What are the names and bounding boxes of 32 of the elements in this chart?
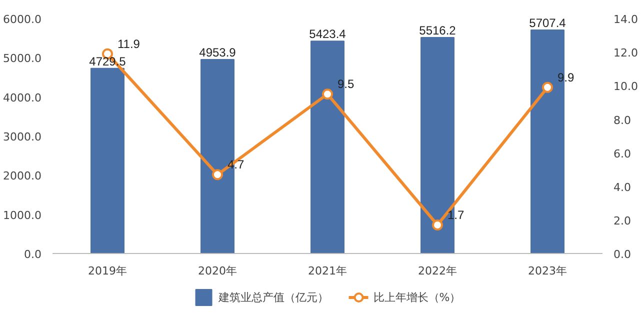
y-tick-label: 2000.0 <box>3 170 42 183</box>
data-label: 5516.2 <box>419 24 456 38</box>
x-tick-label: 2023年 <box>528 264 568 278</box>
y2-tick-label: 2.0 <box>614 214 631 228</box>
y-tick-label: 6000.0 <box>3 13 42 26</box>
y-tick-label: 5000.0 <box>3 52 42 66</box>
y2-tick-label: 6.0 <box>614 147 631 160</box>
data-label: 4953.9 <box>199 46 236 60</box>
y2-tick-label: 14.0 <box>614 13 638 26</box>
x-tick-label: 2021年 <box>308 264 348 278</box>
data-label: 11.9 <box>118 36 140 51</box>
y-tick-label: 0.0 <box>24 248 42 261</box>
y-tick-label: 3000.0 <box>3 130 42 144</box>
legend-label: 比上年增长（%） <box>373 290 461 304</box>
y-tick-label: 1000.0 <box>3 208 42 222</box>
point <box>322 88 333 100</box>
y2-tick-label: 8.0 <box>614 114 631 127</box>
y2-tick-label: 0.0 <box>614 248 631 261</box>
point <box>542 82 553 93</box>
y2-tick-label: 4.0 <box>614 180 631 194</box>
x-tick-label: 2019年 <box>88 264 128 278</box>
y2-tick-label: 10.0 <box>614 80 638 94</box>
bar <box>90 68 124 254</box>
point <box>432 219 443 230</box>
x-tick-label: 2022年 <box>418 264 458 278</box>
point <box>212 169 223 180</box>
y2-tick-label: 12.0 <box>614 46 638 60</box>
legend-label: 建筑业总产值（亿元） <box>218 290 328 304</box>
data-label: 5423.4 <box>309 27 346 42</box>
data-label: 5707.4 <box>529 16 566 30</box>
x-tick-label: 2020年 <box>198 264 238 278</box>
y-tick-label: 4000.0 <box>3 91 42 104</box>
